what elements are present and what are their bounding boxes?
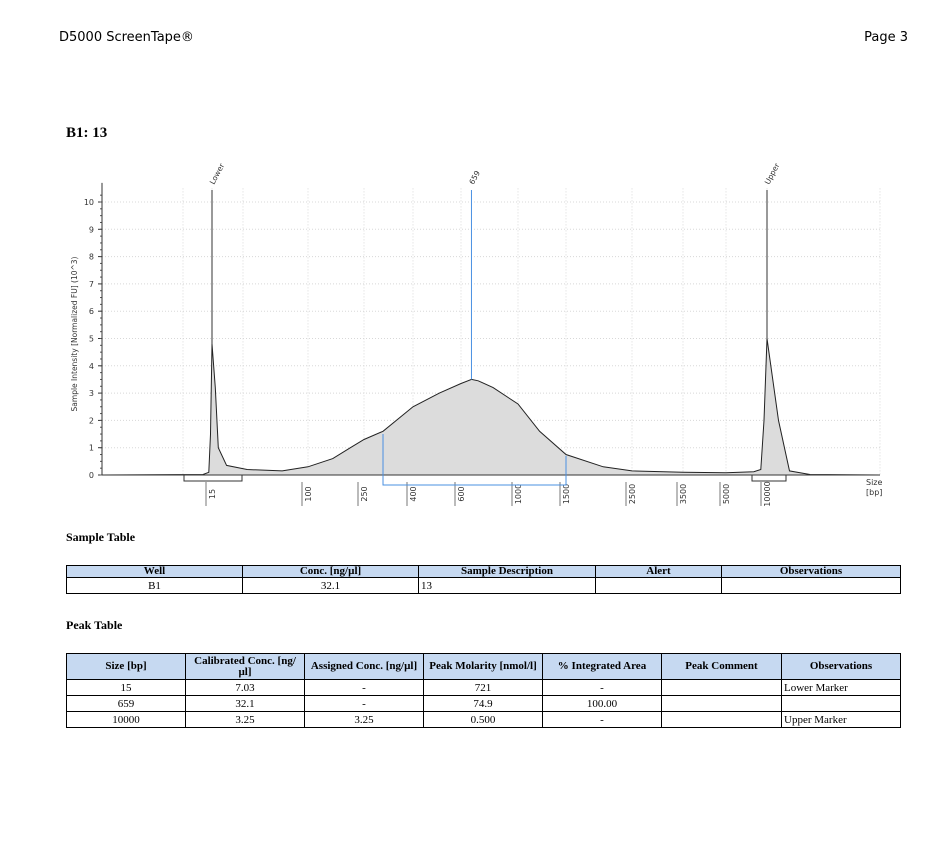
table-cell bbox=[661, 679, 782, 696]
sample-table: Well Conc. [ng/µl] Sample Description Alert… bbox=[66, 565, 901, 594]
lower-marker-box bbox=[183, 474, 243, 482]
table-cell: 10000 bbox=[66, 711, 186, 728]
y-tick-label: 1 bbox=[89, 444, 94, 453]
x-tick-label: 10000 bbox=[763, 481, 772, 506]
sample-title: B1: 13 bbox=[66, 125, 108, 141]
y-tick-label: 4 bbox=[89, 362, 94, 371]
x-tick-label: 2500 bbox=[628, 484, 637, 504]
peak-label: Lower bbox=[208, 161, 227, 186]
table-cell bbox=[661, 695, 782, 712]
region-bracket bbox=[382, 434, 567, 486]
column-header: Calibrated Conc. [ng/µl] bbox=[185, 653, 305, 680]
trace-line bbox=[101, 338, 881, 476]
table-cell: - bbox=[542, 679, 662, 696]
column-header: Conc. [ng/µl] bbox=[242, 565, 419, 578]
table-cell: 7.03 bbox=[185, 679, 305, 696]
table-cell: - bbox=[542, 711, 662, 728]
report-title: D5000 ScreenTape® bbox=[59, 30, 194, 45]
electropherogram-chart: 0 1 2 3 4 5 6 7 8 9 10 15 100 250 400 600 1000 1500 2500 35… bbox=[70, 161, 883, 507]
column-header: Alert bbox=[595, 565, 722, 578]
table-cell bbox=[595, 577, 722, 594]
peak-table: Size [bp] Calibrated Conc. [ng/µl] Assigne… bbox=[66, 653, 901, 728]
y-tick-label: 7 bbox=[89, 280, 94, 289]
x-axis-label: Size bbox=[866, 478, 883, 487]
table-cell: 74.9 bbox=[423, 695, 543, 712]
table-row: B1 32.1 13 bbox=[66, 577, 901, 594]
table-cell: - bbox=[304, 695, 424, 712]
column-header: Observations bbox=[781, 653, 901, 680]
x-tick-label: 600 bbox=[457, 486, 466, 501]
sample-table-title: Sample Table bbox=[66, 530, 136, 544]
x-tick-label: 1000 bbox=[514, 484, 523, 504]
table-cell: 100.00 bbox=[542, 695, 662, 712]
table-cell: 3.25 bbox=[185, 711, 305, 728]
table-cell: 15 bbox=[66, 679, 186, 696]
chart-grid bbox=[102, 188, 881, 475]
table-cell: 13 bbox=[418, 577, 596, 594]
column-header: % Integrated Area bbox=[542, 653, 662, 680]
y-tick-label: 3 bbox=[89, 389, 94, 398]
table-cell: 32.1 bbox=[242, 577, 419, 594]
x-tick-label: 1500 bbox=[562, 484, 571, 504]
y-tick-label: 8 bbox=[89, 253, 94, 262]
table-cell bbox=[781, 695, 901, 712]
peak-table-title: Peak Table bbox=[66, 618, 123, 632]
table-cell: 721 bbox=[423, 679, 543, 696]
column-header: Well bbox=[66, 565, 243, 578]
x-tick-label: 15 bbox=[208, 489, 217, 499]
y-tick-label: 2 bbox=[89, 416, 94, 425]
x-tick-label: 400 bbox=[409, 486, 418, 501]
y-tick-label: 5 bbox=[89, 335, 94, 344]
column-header: Observations bbox=[721, 565, 901, 578]
column-header: Peak Comment bbox=[661, 653, 782, 680]
trace-area bbox=[203, 338, 810, 475]
page-number: Page 3 bbox=[864, 30, 908, 45]
table-row: 659 32.1-74.9 100.00 bbox=[66, 695, 901, 712]
table-cell: - bbox=[304, 679, 424, 696]
peak-label: 659 bbox=[467, 169, 482, 186]
x-axis-label: [bp] bbox=[866, 488, 882, 497]
y-axis-label: Sample Intensity [Normalized FU] (10^3) bbox=[70, 256, 79, 411]
y-tick-label: 9 bbox=[89, 225, 94, 234]
y-tick-label: 0 bbox=[89, 471, 94, 480]
chart-axes: 0 1 2 3 4 5 6 7 8 9 10 15 100 250 400 600 1000 1500 2500 35… bbox=[84, 182, 883, 507]
table-cell bbox=[661, 711, 782, 728]
table-cell: Lower Marker bbox=[781, 679, 901, 696]
table-cell: B1 bbox=[66, 577, 243, 594]
y-tick-label: 6 bbox=[89, 307, 94, 316]
column-header: Peak Molarity [nmol/l] bbox=[423, 653, 543, 680]
column-header: Assigned Conc. [ng/µl] bbox=[304, 653, 424, 680]
column-header: Sample Description bbox=[418, 565, 596, 578]
x-tick-label: 3500 bbox=[679, 484, 688, 504]
table-cell bbox=[721, 577, 901, 594]
column-header: Size [bp] bbox=[66, 653, 186, 680]
table-cell: 659 bbox=[66, 695, 186, 712]
table-cell: Upper Marker bbox=[781, 711, 901, 728]
table-row: 15 7.03-721- Lower Marker bbox=[66, 679, 901, 696]
y-tick-label: 10 bbox=[84, 198, 94, 207]
upper-marker-box bbox=[751, 474, 787, 482]
table-row: 10000 3.25 3.25 0.500- Upper Marker bbox=[66, 711, 901, 728]
peak-label: Upper bbox=[763, 161, 782, 186]
x-tick-label: 250 bbox=[360, 486, 369, 501]
table-cell: 3.25 bbox=[304, 711, 424, 728]
x-tick-label: 5000 bbox=[722, 484, 731, 504]
table-cell: 0.500 bbox=[423, 711, 543, 728]
table-cell: 32.1 bbox=[185, 695, 305, 712]
x-tick-label: 100 bbox=[304, 486, 313, 501]
